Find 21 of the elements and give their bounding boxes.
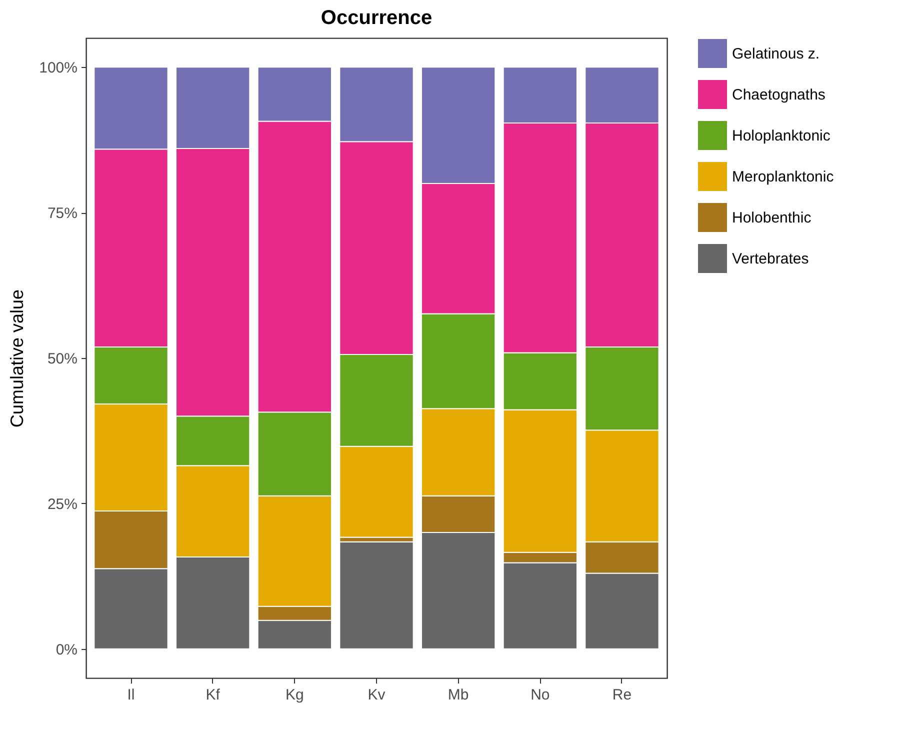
chart-title: Occurrence: [320, 7, 432, 29]
x-tick-label: Kf: [206, 686, 221, 704]
x-tick-label: Re: [612, 686, 632, 704]
legend-label: Holoplanktonic: [732, 128, 831, 144]
y-tick-label: 100%: [39, 60, 78, 77]
y-axis-title: Cumulative value: [7, 289, 28, 428]
legend-label: Gelatinous z.: [732, 46, 820, 62]
legend-label: Meroplanktonic: [732, 168, 834, 186]
y-tick-label: 75%: [47, 205, 78, 222]
x-tick-label: No: [530, 686, 550, 704]
legend-label: Vertebrates: [732, 250, 809, 268]
y-tick-label: 50%: [47, 350, 78, 368]
bar: [339, 541, 414, 650]
x-tick-label: Kv: [368, 686, 386, 704]
legend-label: Holobenthic: [732, 210, 812, 226]
x-tick-label: Kg: [285, 686, 304, 704]
legend-label: Chaetognaths: [732, 86, 826, 104]
y-tick-label: 25%: [47, 496, 78, 513]
x-tick-label: Il: [127, 686, 135, 704]
x-tick-label: Mb: [448, 686, 469, 704]
y-tick-label: 0%: [56, 641, 78, 658]
